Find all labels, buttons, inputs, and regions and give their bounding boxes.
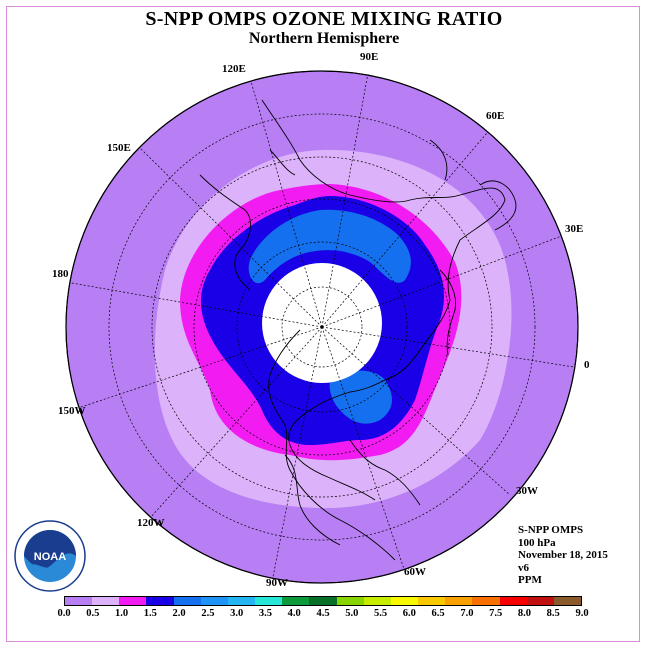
coastlines <box>199 99 517 561</box>
graticule <box>66 71 578 583</box>
colorbar-swatch <box>499 597 527 605</box>
info-version: v6 <box>518 561 529 574</box>
colorbar-tick-label: 0.5 <box>86 608 100 619</box>
colorbar-swatch <box>173 597 201 605</box>
colorbar-tick-label: 4.5 <box>316 608 330 619</box>
noaa-logo: NOAA <box>14 520 86 592</box>
info-block: S-NPP OMPS 100 hPa November 18, 2015 v6 … <box>518 524 608 587</box>
colorbar-tick-label: 8.5 <box>546 608 560 619</box>
colorbar-tick-label: 7.5 <box>489 608 503 619</box>
colorbar-tick-label: 2.0 <box>172 608 186 619</box>
lon-label-60e: 60E <box>486 110 505 122</box>
lon-label-60w: 60W <box>404 566 426 578</box>
map-subtitle: Northern Hemisphere <box>248 30 400 47</box>
colorbar-swatch <box>282 597 310 605</box>
colorbar-tick-label: 8.0 <box>517 608 531 619</box>
figure-frame <box>6 6 640 642</box>
colorbar <box>64 596 582 606</box>
colorbar-tick-label: 2.5 <box>201 608 215 619</box>
colorbar-swatch <box>119 597 147 605</box>
colorbar-swatch <box>65 597 93 605</box>
colorbar-swatch <box>92 597 120 605</box>
ozone-contour-2.0 <box>248 209 411 284</box>
lon-label-30e: 30E <box>565 223 584 235</box>
lon-label-30w: 30W <box>516 485 538 497</box>
colorbar-tick-label: 6.0 <box>402 608 416 619</box>
colorbar-swatch <box>227 597 256 605</box>
colorbar-swatch <box>526 597 554 605</box>
lon-label-90w: 90W <box>266 577 288 589</box>
colorbar-tick-label: 6.5 <box>431 608 445 619</box>
lon-label-90e: 90E <box>360 51 379 63</box>
colorbar-tick-label: 3.0 <box>230 608 244 619</box>
colorbar-swatch <box>309 597 337 605</box>
info-units: PPM <box>518 574 542 586</box>
lon-label-120w: 120W <box>137 517 165 529</box>
colorbar-tick-label: 3.5 <box>258 608 272 619</box>
colorbar-tick-label: 4.0 <box>287 608 301 619</box>
colorbar-swatch <box>336 597 364 605</box>
colorbar-tick-label: 9.0 <box>575 608 589 619</box>
lon-label-120e: 120E <box>222 63 246 75</box>
colorbar-swatch <box>445 597 473 605</box>
colorbar-tick-label: 7.0 <box>460 608 474 619</box>
lon-label-0: 0 <box>584 359 590 371</box>
info-product: S-NPP OMPS <box>518 524 584 536</box>
colorbar-ticks: 0.0 0.5 1.0 1.5 2.0 2.5 3.0 3.5 4.0 4.5 5.0 5.5 6.0 6… <box>0 608 648 622</box>
colorbar-swatch <box>390 597 419 605</box>
map-title: S-NPP OMPS OZONE MIXING RATIO <box>145 8 503 30</box>
lon-label-150e: 150E <box>107 142 131 154</box>
colorbar-tick-label: 5.5 <box>373 608 388 619</box>
colorbar-swatch <box>363 597 391 605</box>
globe-outline <box>65 70 579 584</box>
colorbar-swatch <box>553 597 581 605</box>
colorbar-tick-label: 1.5 <box>143 608 157 619</box>
colorbar-tick-label: 5.0 <box>345 608 359 619</box>
colorbar-swatch <box>255 597 283 605</box>
colorbar-swatch <box>418 597 446 605</box>
info-date: November 18, 2015 <box>518 549 608 561</box>
colorbar-tick-label: 1.0 <box>114 608 129 619</box>
logo-text: NOAA <box>34 551 66 563</box>
lon-label-150w: 150W <box>58 405 86 417</box>
colorbar-swatch <box>200 597 228 605</box>
colorbar-swatch <box>472 597 500 605</box>
info-level: 100 hPa <box>518 536 556 549</box>
colorbar-swatch <box>146 597 174 605</box>
lon-label-180: 180 <box>52 268 69 280</box>
colorbar-tick-label: 0.0 <box>57 608 71 619</box>
